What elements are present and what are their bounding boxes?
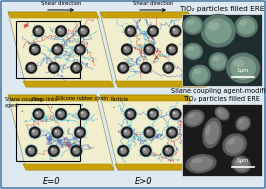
Circle shape <box>119 64 127 72</box>
Circle shape <box>127 28 134 34</box>
Circle shape <box>126 27 135 35</box>
Circle shape <box>123 45 131 54</box>
Ellipse shape <box>239 119 243 124</box>
Ellipse shape <box>231 156 251 174</box>
Ellipse shape <box>202 117 222 149</box>
Text: Silane coupling agent-modified
TiO₂ particles filled ERE: Silane coupling agent-modified TiO₂ part… <box>171 88 266 102</box>
Circle shape <box>124 108 136 120</box>
Circle shape <box>54 107 68 122</box>
Circle shape <box>55 108 67 120</box>
Circle shape <box>25 145 37 157</box>
Circle shape <box>81 111 86 117</box>
Circle shape <box>79 110 88 118</box>
Ellipse shape <box>207 22 220 30</box>
Circle shape <box>121 44 133 55</box>
Circle shape <box>73 125 87 140</box>
Ellipse shape <box>205 121 219 145</box>
Circle shape <box>150 111 156 117</box>
Ellipse shape <box>189 156 213 171</box>
Circle shape <box>53 45 62 54</box>
Circle shape <box>123 128 131 137</box>
Circle shape <box>28 148 34 154</box>
Ellipse shape <box>235 116 251 131</box>
Circle shape <box>53 128 62 137</box>
Polygon shape <box>100 12 191 18</box>
Circle shape <box>74 44 86 55</box>
Polygon shape <box>115 81 206 87</box>
Ellipse shape <box>237 118 249 129</box>
Circle shape <box>140 145 152 157</box>
Circle shape <box>173 28 175 31</box>
Ellipse shape <box>235 160 242 164</box>
Circle shape <box>76 128 84 137</box>
Circle shape <box>25 62 37 74</box>
Circle shape <box>32 130 38 136</box>
Circle shape <box>126 110 135 118</box>
Circle shape <box>77 130 80 132</box>
Circle shape <box>31 128 39 137</box>
Circle shape <box>147 46 152 52</box>
Circle shape <box>24 143 39 158</box>
Circle shape <box>165 125 179 140</box>
Circle shape <box>69 143 84 158</box>
Circle shape <box>58 28 61 31</box>
Circle shape <box>78 108 89 120</box>
Circle shape <box>119 147 127 155</box>
Circle shape <box>144 44 155 55</box>
Circle shape <box>32 130 35 132</box>
Ellipse shape <box>192 158 203 163</box>
Text: E=0: E=0 <box>43 177 61 186</box>
Circle shape <box>120 65 126 71</box>
Circle shape <box>147 25 159 37</box>
Circle shape <box>165 65 168 68</box>
Circle shape <box>48 62 60 74</box>
Circle shape <box>165 148 168 151</box>
Circle shape <box>144 127 155 138</box>
Ellipse shape <box>227 138 235 145</box>
Circle shape <box>55 47 57 49</box>
Circle shape <box>29 127 41 138</box>
Circle shape <box>28 65 34 71</box>
Circle shape <box>74 127 86 138</box>
Text: Silicone rubber chain: Silicone rubber chain <box>56 96 108 106</box>
Circle shape <box>31 45 39 54</box>
Circle shape <box>170 25 181 37</box>
Circle shape <box>168 45 176 54</box>
Circle shape <box>124 46 130 52</box>
Circle shape <box>171 110 180 118</box>
Ellipse shape <box>192 67 208 83</box>
Circle shape <box>124 130 127 132</box>
Circle shape <box>120 148 123 151</box>
Circle shape <box>52 44 63 55</box>
Circle shape <box>142 64 150 72</box>
Circle shape <box>166 44 178 55</box>
Ellipse shape <box>188 113 195 118</box>
Bar <box>182 104 262 176</box>
Ellipse shape <box>233 59 245 67</box>
Ellipse shape <box>226 52 260 84</box>
Circle shape <box>163 62 174 74</box>
Text: 1μm: 1μm <box>236 68 249 73</box>
Bar <box>182 14 262 86</box>
Circle shape <box>168 128 176 137</box>
Circle shape <box>36 28 41 34</box>
Circle shape <box>163 145 174 157</box>
Ellipse shape <box>186 45 201 58</box>
Circle shape <box>169 46 175 52</box>
Ellipse shape <box>237 18 255 35</box>
Circle shape <box>58 111 61 114</box>
Text: Cross-links: Cross-links <box>32 97 58 108</box>
Text: E>0: E>0 <box>135 177 153 186</box>
Circle shape <box>164 64 173 72</box>
Polygon shape <box>23 164 114 170</box>
Circle shape <box>146 107 160 122</box>
Text: Particle: Particle <box>111 97 129 108</box>
Ellipse shape <box>234 158 249 171</box>
Circle shape <box>28 65 31 68</box>
Circle shape <box>73 148 79 154</box>
Polygon shape <box>100 12 206 87</box>
Text: Shear direction: Shear direction <box>41 1 81 6</box>
Circle shape <box>123 107 138 122</box>
Circle shape <box>121 127 133 138</box>
